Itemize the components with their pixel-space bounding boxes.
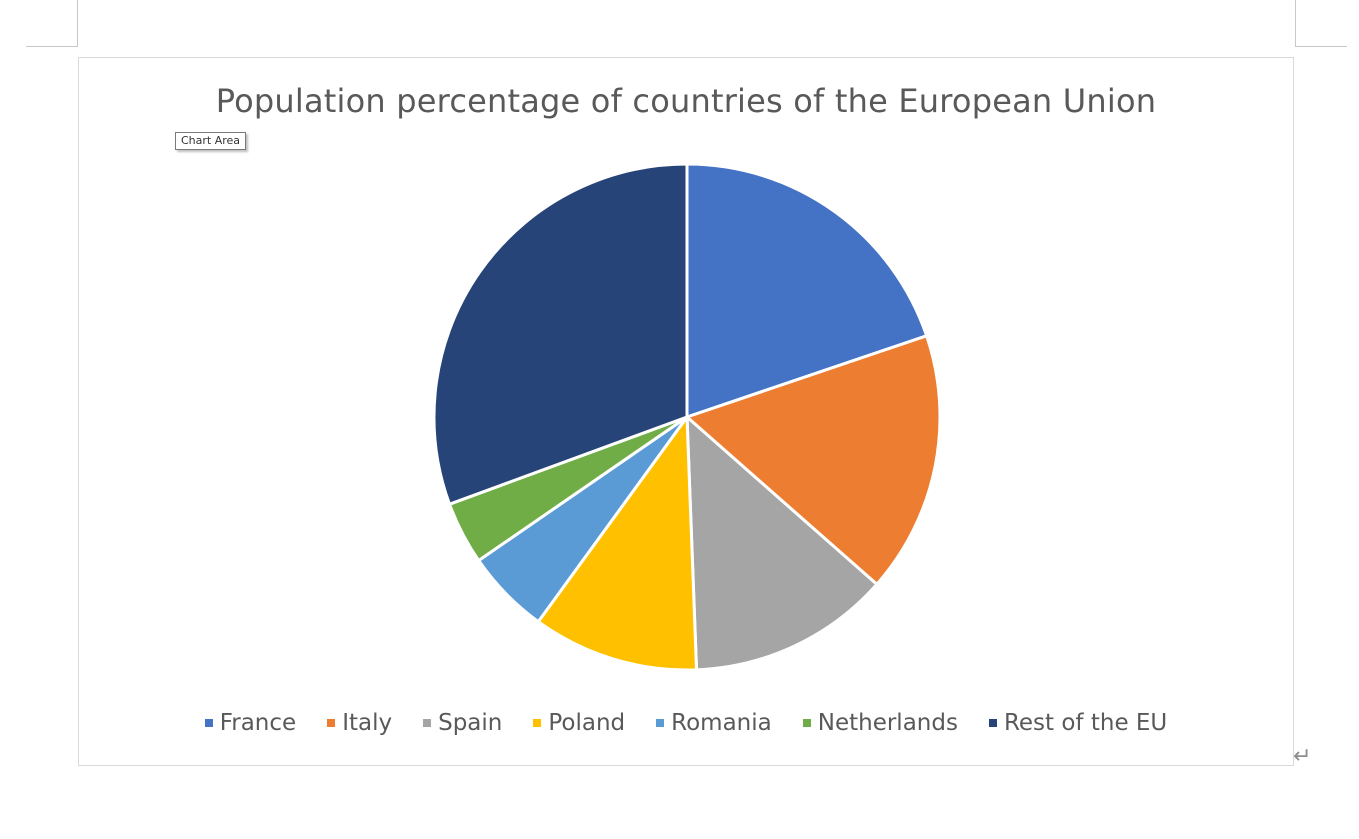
pie-chart[interactable] <box>79 58 1295 767</box>
legend-swatch-netherlands <box>802 719 811 727</box>
pie-slice-rest-of-the-eu[interactable] <box>432 162 689 506</box>
legend-item-rest-of-the-eu[interactable]: Rest of the EU <box>988 710 1168 736</box>
chart-legend[interactable]: France Italy Spain Poland Romania Netherlands… <box>79 710 1293 736</box>
legend-swatch-france <box>204 719 213 727</box>
legend-swatch-romania <box>656 719 665 727</box>
legend-item-italy[interactable]: Italy <box>327 710 392 736</box>
legend-item-france[interactable]: France <box>204 710 297 736</box>
page-crop-mark-top-right-horizontal <box>1295 46 1347 47</box>
pie-slice-france[interactable] <box>685 162 929 419</box>
page-crop-mark-top-left-horizontal <box>26 46 78 47</box>
chart-area[interactable]: Population percentage of countries of th… <box>78 57 1294 766</box>
paragraph-return-icon: ↵ <box>1293 744 1312 769</box>
legend-swatch-italy <box>327 719 336 727</box>
legend-label-poland: Poland <box>548 710 626 736</box>
legend-swatch-poland <box>533 719 542 727</box>
legend-label-romania: Romania <box>671 710 772 736</box>
pie-slice-poland[interactable] <box>536 415 699 672</box>
legend-item-netherlands[interactable]: Netherlands <box>802 710 958 736</box>
legend-item-poland[interactable]: Poland <box>533 710 625 736</box>
legend-swatch-rest-of-the-eu <box>988 719 997 727</box>
chart-title[interactable]: Population percentage of countries of th… <box>215 82 1157 120</box>
legend-item-romania[interactable]: Romania <box>656 710 772 736</box>
page-crop-mark-top-left-vertical <box>77 0 78 46</box>
legend-item-spain[interactable]: Spain <box>423 710 502 736</box>
legend-label-italy: Italy <box>342 710 393 736</box>
legend-label-france: France <box>219 710 297 736</box>
legend-swatch-spain <box>423 719 432 727</box>
chart-area-tooltip: Chart Area <box>175 132 247 150</box>
page-crop-mark-top-right-vertical <box>1295 0 1296 46</box>
legend-label-netherlands: Netherlands <box>817 710 958 736</box>
legend-label-rest-of-the-eu: Rest of the EU <box>1003 710 1168 736</box>
pie-slice-italy[interactable] <box>685 334 942 586</box>
pie-slice-spain[interactable] <box>685 415 879 672</box>
legend-label-spain: Spain <box>438 710 503 736</box>
